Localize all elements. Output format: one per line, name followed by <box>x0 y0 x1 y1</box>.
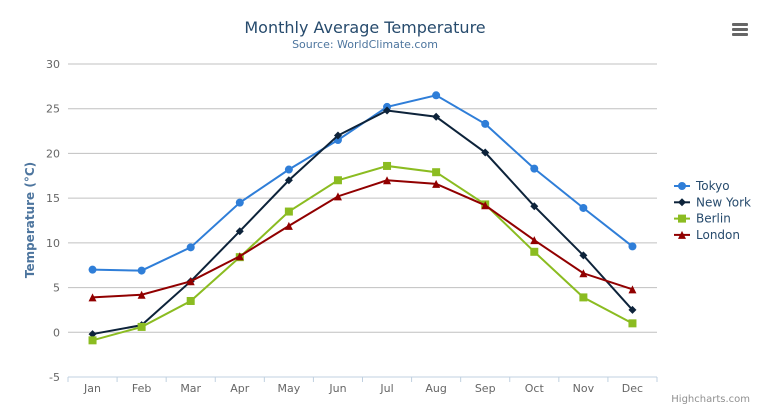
x-tick-label: Aug <box>425 382 446 395</box>
credits-link[interactable]: Highcharts.com <box>671 394 750 405</box>
y-tick-label: 0 <box>53 326 60 339</box>
data-point <box>137 322 146 331</box>
x-tick-label: Nov <box>573 382 595 395</box>
series-line <box>92 164 633 342</box>
legend-circle-icon <box>678 182 686 190</box>
data-point <box>628 305 637 314</box>
x-tick-label: Jan <box>83 382 101 395</box>
y-axis-title: Temperature (°C) <box>23 162 37 278</box>
legend-label: New York <box>696 195 751 209</box>
data-point <box>432 179 441 188</box>
data-point <box>579 269 588 278</box>
x-tick-label: Mar <box>180 382 201 395</box>
data-point <box>333 176 342 185</box>
data-point <box>284 207 293 216</box>
x-tick-label: Jul <box>379 382 393 395</box>
chart-title: Monthly Average Temperature <box>244 18 485 37</box>
data-point <box>284 221 293 230</box>
data-point <box>628 319 637 328</box>
series-london <box>88 176 637 302</box>
series-line <box>92 94 634 272</box>
legend-item[interactable]: Tokyo <box>674 179 730 193</box>
data-point <box>235 252 244 261</box>
data-point <box>481 119 490 128</box>
legend-item[interactable]: New York <box>674 195 751 209</box>
data-point <box>628 242 637 251</box>
data-point <box>186 243 195 252</box>
legend-square-icon <box>678 214 686 223</box>
data-point <box>137 266 146 275</box>
x-tick-label: May <box>278 382 301 395</box>
data-point <box>333 131 342 140</box>
y-tick-label: 25 <box>46 103 60 116</box>
data-point <box>235 198 244 207</box>
data-point <box>383 106 392 115</box>
x-tick-label: Apr <box>230 382 250 395</box>
x-tick-label: Jun <box>328 382 346 395</box>
data-point <box>383 161 392 170</box>
series-line <box>92 109 634 336</box>
y-tick-label: 15 <box>46 192 60 205</box>
data-point <box>186 296 195 305</box>
data-point <box>530 236 539 245</box>
chart-subtitle: Source: WorldClimate.com <box>292 38 438 51</box>
legend-item[interactable]: Berlin <box>674 212 731 226</box>
data-point <box>383 176 392 185</box>
data-point <box>530 202 539 211</box>
data-point <box>579 251 588 260</box>
data-point <box>530 164 539 173</box>
legend-label: London <box>696 228 740 242</box>
data-point <box>235 227 244 236</box>
x-tick-label: Sep <box>475 382 496 395</box>
data-point <box>284 176 293 185</box>
data-point <box>481 148 490 157</box>
x-tick-label: Feb <box>132 382 151 395</box>
y-tick-label: 30 <box>46 58 60 71</box>
series-new-york <box>88 106 637 339</box>
y-tick-label: 20 <box>46 147 60 160</box>
y-tick-label: 5 <box>53 282 60 295</box>
data-point <box>530 247 539 256</box>
x-tick-label: Oct <box>525 382 545 395</box>
series-line <box>92 179 633 299</box>
data-point <box>88 293 97 302</box>
data-point <box>284 165 293 174</box>
x-tick-label: Dec <box>622 382 643 395</box>
data-point <box>88 330 97 339</box>
y-tick-label: -5 <box>49 371 60 384</box>
data-point <box>481 201 490 210</box>
legend-diamond-icon <box>678 198 686 207</box>
data-point <box>88 336 97 345</box>
legend-item[interactable]: London <box>674 228 740 242</box>
data-point <box>432 91 441 100</box>
hamburger-menu-icon <box>732 23 748 36</box>
data-point <box>432 112 441 121</box>
data-point <box>186 277 195 286</box>
data-point <box>432 168 441 177</box>
legend-label: Berlin <box>696 212 731 226</box>
data-point <box>579 293 588 302</box>
legend-label: Tokyo <box>695 179 730 193</box>
data-point <box>333 192 342 201</box>
series-tokyo <box>88 91 637 275</box>
data-point <box>628 285 637 294</box>
legend-triangle-icon <box>678 230 686 239</box>
export-menu-button[interactable] <box>728 18 752 40</box>
data-point <box>88 265 97 274</box>
data-point <box>137 290 146 299</box>
y-tick-label: 10 <box>46 237 60 250</box>
data-point <box>579 203 588 212</box>
